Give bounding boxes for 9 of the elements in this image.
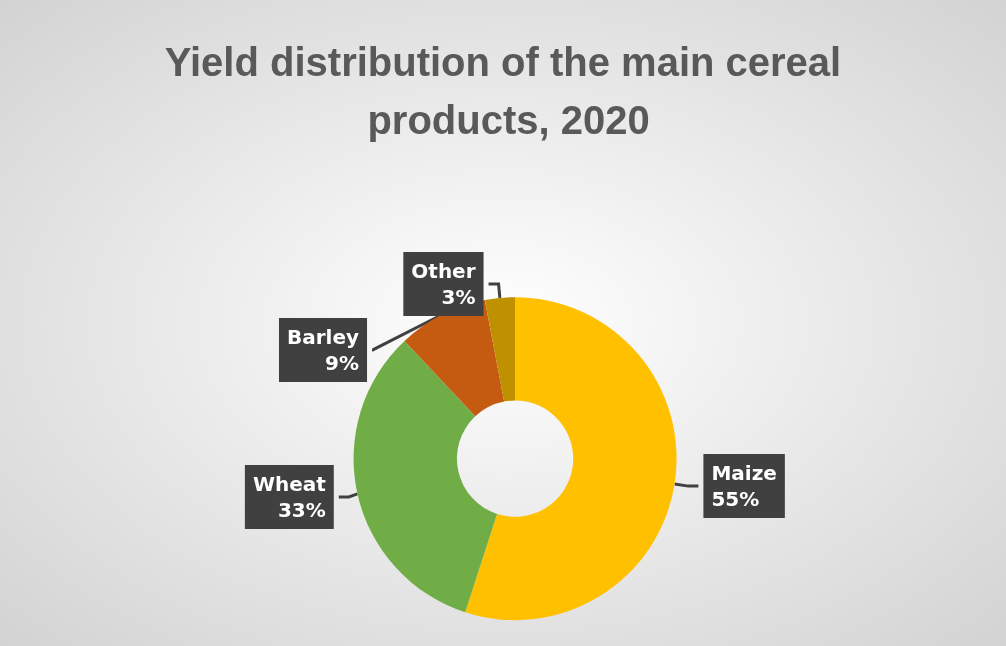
slice-label: Other xyxy=(411,258,476,283)
data-label: 55% xyxy=(711,487,760,512)
slice-label: Maize xyxy=(711,461,777,486)
data-label: 9% xyxy=(325,350,360,375)
data-label: 33% xyxy=(277,497,326,522)
data-label: 3% xyxy=(441,284,476,309)
slice-label: Barley xyxy=(286,324,360,349)
chart-title: Yield distribution of the main cereal products, 2020 xyxy=(164,40,842,142)
slice-label: Wheat xyxy=(252,471,327,496)
